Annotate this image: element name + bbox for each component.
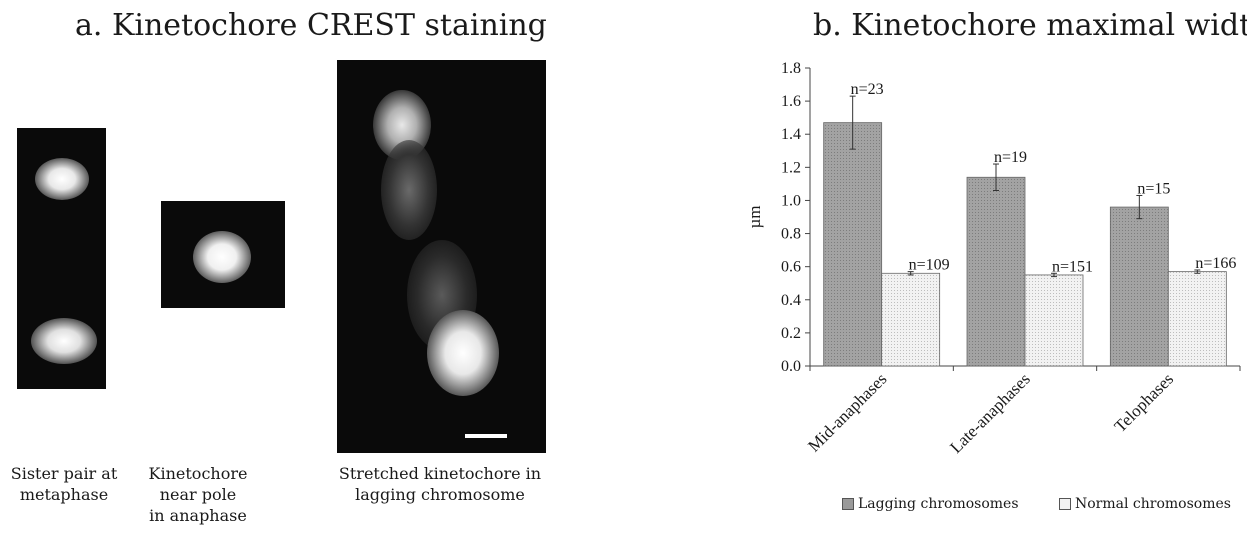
bar-lagging bbox=[966, 176, 1026, 367]
y-tick-label: 1.2 bbox=[781, 159, 801, 176]
y-tick-label: 0.8 bbox=[781, 226, 801, 243]
legend-swatch-normal bbox=[1059, 498, 1071, 510]
x-category-label: Telophases bbox=[1110, 369, 1177, 436]
y-tick-label: 0.6 bbox=[781, 259, 801, 276]
y-tick-label: 1.4 bbox=[781, 126, 801, 143]
micrograph-sister-pair bbox=[17, 128, 106, 389]
y-tick-label: 0.0 bbox=[781, 358, 801, 375]
data-label: n=19 bbox=[994, 149, 1027, 166]
x-category-label: Mid-anaphases bbox=[804, 369, 890, 455]
caption-stretched-kinetochore: Stretched kinetochore in lagging chromos… bbox=[338, 464, 542, 504]
bar-normal bbox=[881, 272, 941, 367]
legend-label-lagging: Lagging chromosomes bbox=[858, 496, 1019, 512]
micrograph-anaphase-kinetochore bbox=[161, 201, 285, 308]
data-label: n=109 bbox=[909, 257, 950, 274]
legend-item-lagging: Lagging chromosomes bbox=[842, 496, 1019, 512]
y-tick-label: 1.0 bbox=[781, 192, 801, 209]
y-tick-label: 0.2 bbox=[781, 325, 801, 342]
data-label: n=23 bbox=[851, 81, 884, 98]
scale-bar bbox=[465, 434, 507, 438]
y-axis-label: µm bbox=[745, 205, 764, 228]
bar-normal bbox=[1024, 274, 1084, 367]
bar-lagging bbox=[823, 122, 883, 367]
bar-chart: 0.0 0.2 0.4 0.6 0.8 1.0 1.2 1.4 1.6 1.8 µm n=23 n=10… bbox=[745, 60, 1241, 457]
y-tick-label: 0.4 bbox=[781, 292, 801, 309]
panel-b-title: b. Kinetochore maximal widths bbox=[813, 8, 1247, 43]
legend-item-normal: Normal chromosomes bbox=[1059, 496, 1231, 512]
bar-normal bbox=[1167, 271, 1227, 367]
panel-a-title: a. Kinetochore CREST staining bbox=[75, 8, 547, 43]
data-label: n=15 bbox=[1137, 180, 1170, 197]
legend-label-normal: Normal chromosomes bbox=[1075, 496, 1231, 512]
bar-lagging bbox=[1109, 206, 1169, 367]
caption-sister-pair: Sister pair at metaphase bbox=[10, 464, 118, 504]
data-label: n=166 bbox=[1195, 255, 1236, 272]
legend-swatch-lagging bbox=[842, 498, 854, 510]
data-label: n=151 bbox=[1052, 258, 1093, 275]
y-tick-label: 1.6 bbox=[781, 93, 801, 110]
caption-anaphase-kinetochore: Kinetochore near pole in anaphase bbox=[148, 464, 248, 525]
y-tick-label: 1.8 bbox=[781, 60, 801, 77]
x-category-label: Late-anaphases bbox=[946, 369, 1034, 457]
micrograph-stretched-kinetochore bbox=[337, 60, 546, 453]
